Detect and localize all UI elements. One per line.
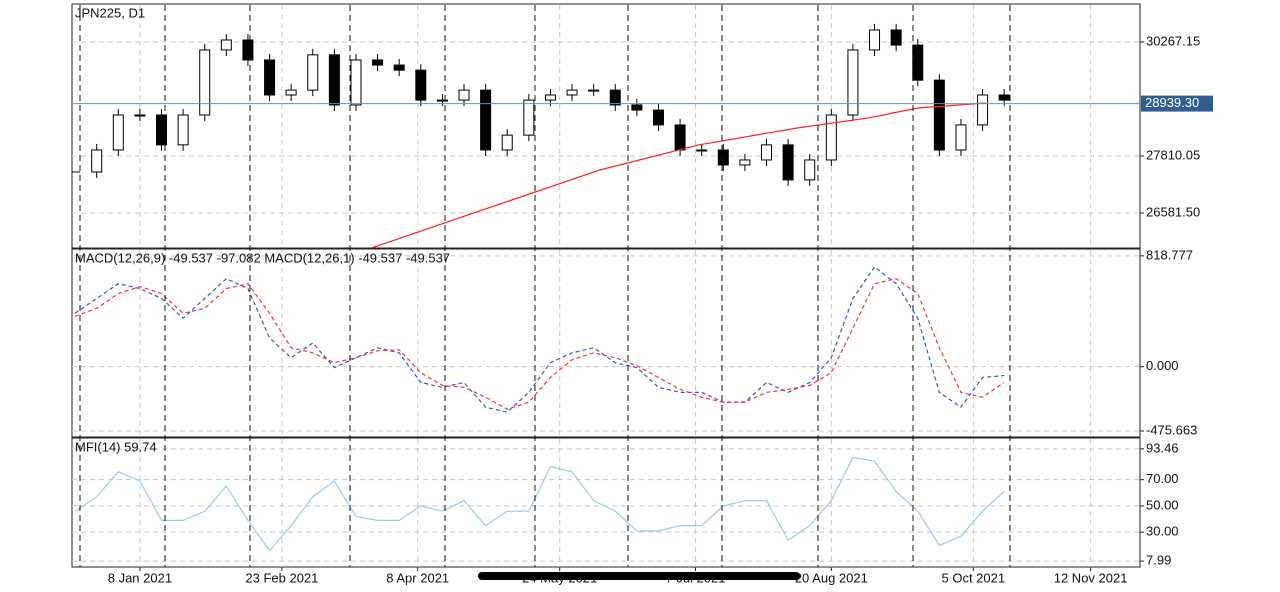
candle bbox=[674, 124, 686, 151]
candle bbox=[307, 54, 319, 91]
candle bbox=[890, 29, 902, 46]
candle bbox=[220, 39, 232, 51]
y-tick-label: 27810.05 bbox=[1146, 147, 1200, 162]
home-indicator bbox=[478, 572, 800, 580]
y-tick-label: 30267.15 bbox=[1146, 33, 1200, 48]
panel-title: MFI(14) 59.74 bbox=[75, 439, 157, 454]
y-tick-label: -475.663 bbox=[1146, 422, 1197, 437]
candle bbox=[350, 59, 362, 106]
y-tick-label: 30.00 bbox=[1146, 524, 1179, 539]
candle bbox=[134, 114, 146, 117]
x-tick-label: 23 Feb 2021 bbox=[245, 570, 318, 585]
panel-frame bbox=[71, 437, 1141, 568]
candle bbox=[933, 79, 945, 151]
candle bbox=[285, 89, 297, 96]
candle bbox=[739, 159, 751, 166]
candle bbox=[415, 69, 427, 101]
candle bbox=[328, 54, 340, 106]
plot bbox=[74, 456, 1005, 552]
x-tick-label: 8 Apr 2021 bbox=[386, 570, 449, 585]
x-tick-label: 5 Oct 2021 bbox=[942, 570, 1006, 585]
current-price-box bbox=[1141, 95, 1213, 112]
candle bbox=[501, 134, 513, 151]
y-tick-label: 70.00 bbox=[1146, 471, 1179, 486]
candle bbox=[761, 144, 773, 161]
candle bbox=[717, 149, 729, 166]
candle bbox=[436, 99, 448, 102]
candle bbox=[264, 59, 276, 96]
panel-frame bbox=[71, 248, 1141, 438]
candle bbox=[912, 44, 924, 81]
candle bbox=[609, 89, 621, 106]
panel-title: MACD(12,26,9) -49.537 -97.082 MACD(12,26… bbox=[75, 250, 450, 265]
candle bbox=[998, 94, 1010, 101]
candle bbox=[631, 104, 643, 111]
candle bbox=[458, 89, 470, 101]
candle bbox=[393, 64, 405, 71]
y-tick-label: 26581.50 bbox=[1146, 204, 1200, 219]
y-tick-label: 50.00 bbox=[1146, 497, 1179, 512]
plot bbox=[72, 23, 1010, 248]
current-price-label: 28939.30 bbox=[1145, 95, 1199, 110]
candle bbox=[480, 89, 492, 151]
candle bbox=[825, 114, 837, 161]
candle bbox=[523, 99, 535, 136]
candle bbox=[804, 159, 816, 181]
y-tick-label: 818.777 bbox=[1146, 247, 1193, 262]
y-tick-label: 93.46 bbox=[1146, 440, 1179, 455]
panel-frame bbox=[71, 3, 1141, 249]
panel-title: JPN225, D1 bbox=[75, 5, 145, 20]
y-tick-label: 0.000 bbox=[1146, 358, 1179, 373]
candle bbox=[782, 144, 794, 181]
candle bbox=[199, 49, 211, 116]
x-tick-label: 12 Nov 2021 bbox=[1054, 570, 1128, 585]
x-tick-label: 20 Aug 2021 bbox=[795, 570, 868, 585]
x-tick-label: 8 Jan 2021 bbox=[108, 570, 172, 585]
indicator-line bbox=[74, 266, 1005, 413]
candle bbox=[588, 89, 600, 92]
candle bbox=[869, 29, 881, 51]
plot bbox=[74, 266, 1005, 413]
moving-average bbox=[371, 102, 986, 248]
candle bbox=[91, 149, 103, 173]
candle bbox=[112, 114, 124, 151]
candle bbox=[242, 39, 254, 61]
candle bbox=[372, 59, 384, 66]
candle bbox=[955, 124, 967, 151]
indicator-line bbox=[74, 278, 1005, 410]
candle bbox=[156, 114, 168, 146]
candle bbox=[696, 149, 708, 152]
candle bbox=[544, 94, 556, 101]
candle bbox=[977, 94, 989, 126]
candle bbox=[566, 89, 578, 96]
indicator-line bbox=[74, 456, 1005, 552]
candle bbox=[177, 114, 189, 146]
y-tick-label: 7.99 bbox=[1146, 553, 1171, 568]
candle bbox=[652, 109, 664, 126]
candle bbox=[847, 49, 859, 116]
